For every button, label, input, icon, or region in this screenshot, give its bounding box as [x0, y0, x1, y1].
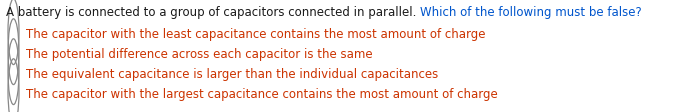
Text: The capacitor with the least capacitance contains the most amount of charge: The capacitor with the least capacitance… — [26, 28, 485, 41]
Text: Which of the following must be false?: Which of the following must be false? — [420, 6, 642, 19]
Text: The potential difference across each capacitor is the same: The potential difference across each cap… — [26, 48, 372, 60]
Text: The equivalent capacitance is larger than the individual capacitances: The equivalent capacitance is larger tha… — [26, 67, 438, 80]
Text: The capacitor with the largest capacitance contains the most amount of charge: The capacitor with the largest capacitan… — [26, 87, 498, 100]
Text: A battery is connected to a group of capacitors connected in parallel.: A battery is connected to a group of cap… — [6, 6, 420, 19]
